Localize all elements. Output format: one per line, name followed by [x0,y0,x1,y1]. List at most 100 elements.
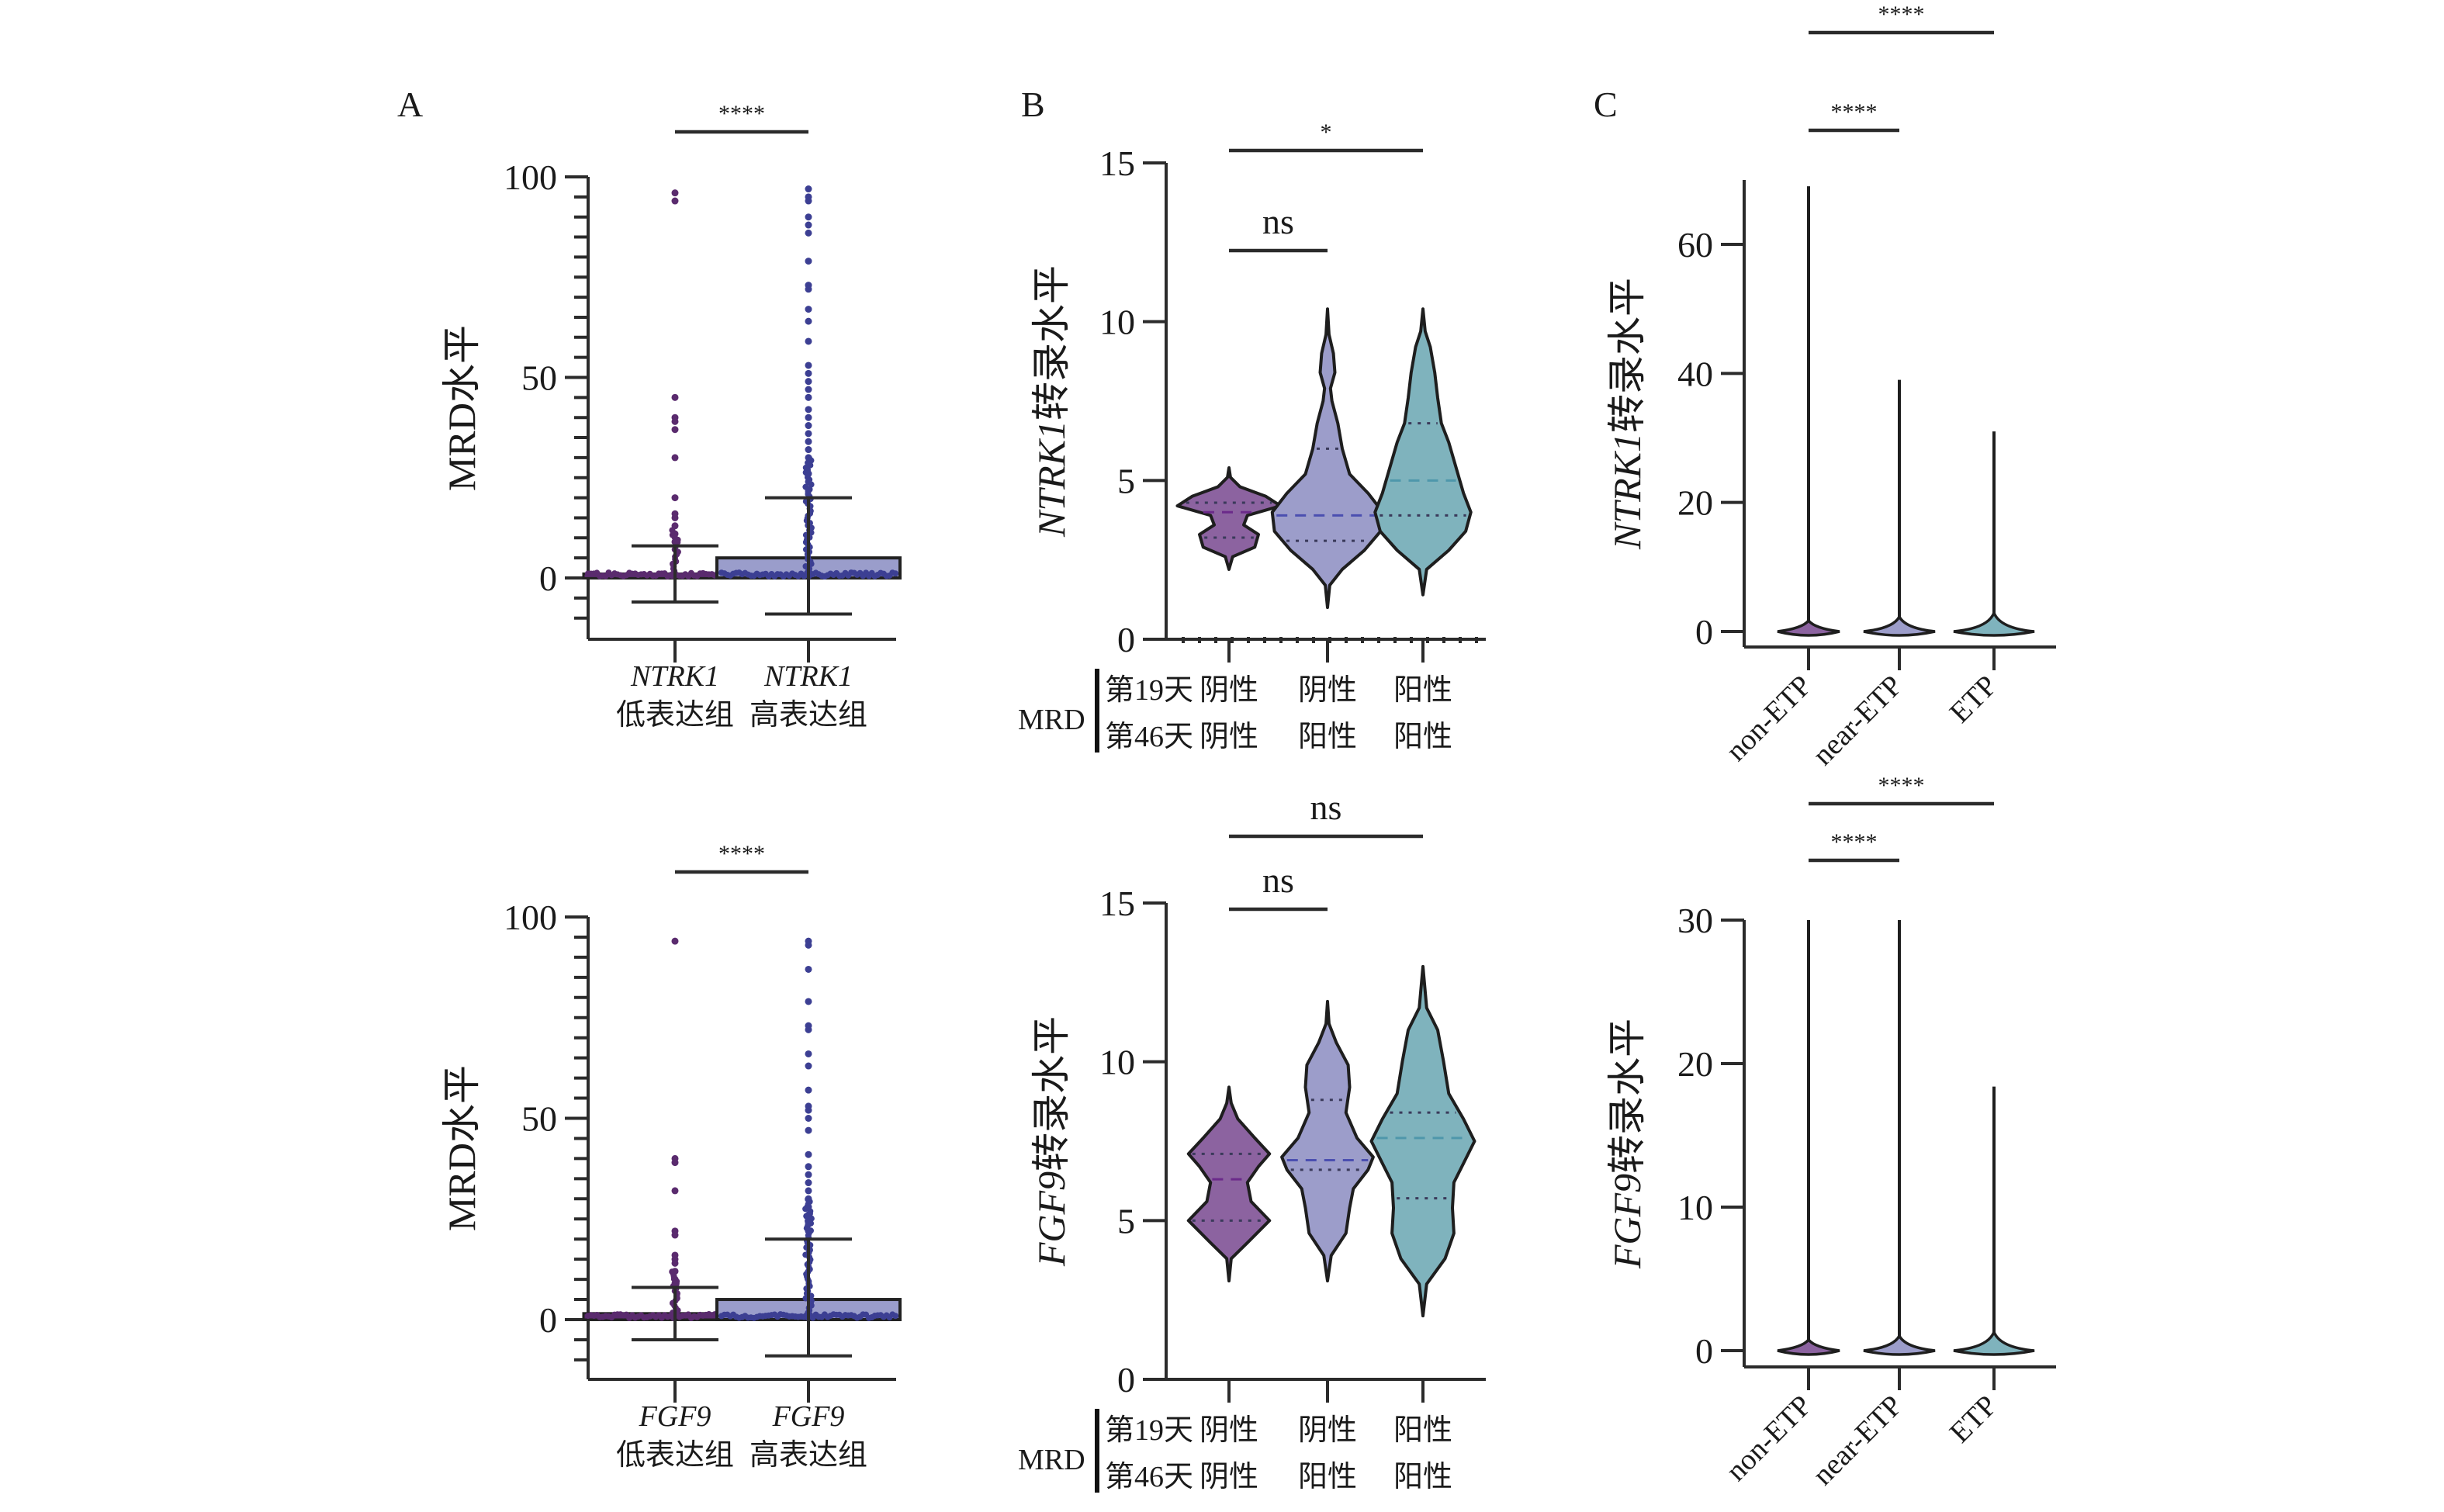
data-point [805,446,812,453]
data-point [672,494,679,501]
data-point [672,531,679,538]
data-point [805,394,812,401]
data-point [672,418,679,425]
y-tick-label: 15 [1099,884,1135,923]
y-tick-label: 0 [1695,612,1713,652]
chart-a-top: 0 50 100 MRD水平 NTRK1 低表达组 NTRK1 高表达组 **** [440,101,900,732]
violin [1282,1002,1373,1281]
y-axis-label: NTRK1转录水平 [1030,265,1073,538]
data-point [805,462,812,469]
data-point [805,285,812,292]
x-category-gene: FGF9 [772,1400,845,1433]
y-axis-label: NTRK1转录水平 [1605,278,1649,550]
panel-label-b: B [1021,85,1045,124]
y-tick-label: 60 [1677,225,1713,265]
violin [1375,309,1471,594]
data-point [672,1159,679,1166]
significance-label: **** [1831,99,1878,125]
data-point [672,522,679,529]
mrd-value: 阴性 [1199,1461,1258,1493]
data-point [805,1203,812,1210]
y-tick-label: 0 [539,559,557,598]
data-point [672,426,679,433]
y-tick-label: 0 [1117,1360,1135,1400]
data-point [805,1171,812,1178]
data-point [805,942,812,949]
data-point [892,1313,898,1319]
significance-label: ns [1262,202,1294,241]
y-axis-label-text: 转录水平 [1605,278,1649,433]
data-point [672,1260,679,1267]
mrd-value: 阴性 [1199,1414,1258,1447]
mrd-value: 阳性 [1393,1414,1452,1447]
data-point [805,1179,812,1186]
y-axis-label: FGF9转录水平 [1030,1016,1073,1267]
significance-label: ns [1310,787,1342,827]
x-category-label: ETP [1944,670,2003,729]
figure: A B C 050100MRD水平NTRK1低表达组NTRK1高表达组****0… [0,0,2444,1512]
data-point [805,1227,812,1234]
significance-label: * [1321,119,1332,145]
data-point [805,1026,812,1033]
data-point [672,1187,679,1194]
y-axis-label: MRD水平 [440,325,483,491]
mrd-value: 阳性 [1393,674,1452,707]
data-point [805,258,812,265]
data-point [672,938,679,945]
mrd-row-label: 第19天 [1105,1414,1193,1447]
y-tick-label: 20 [1677,1044,1713,1084]
data-point [805,406,812,413]
mrd-value: 阴性 [1298,674,1357,707]
y-axis-label-text: 转录水平 [1030,265,1073,420]
data-point [672,454,679,461]
y-tick-label: 100 [504,898,557,937]
chart-b-top: 051015NTRK1转录水平MRD第19天 阴性 阴性 阳性第46天 阴性 阳性 阳性ns… [1018,119,1486,753]
y-axis-label: MRD水平 [440,1065,483,1231]
mrd-value: 阳性 [1298,721,1357,753]
x-category-label: non-ETP [1720,670,1819,768]
mrd-title: MRD [1018,1444,1085,1476]
data-point [805,1127,812,1134]
data-point [672,189,679,196]
violin [1178,468,1281,569]
mrd-value: 阳性 [1393,721,1452,753]
data-point [805,1063,812,1070]
mrd-title: MRD [1018,704,1085,736]
data-point [805,362,812,368]
y-tick-label: 50 [521,1099,557,1139]
violin [1189,1087,1270,1281]
y-tick-label: 40 [1677,354,1713,393]
data-point [805,370,812,377]
y-tick-label: 0 [1117,620,1135,659]
mrd-value: 阴性 [1199,721,1258,753]
data-point [805,306,812,313]
data-point [672,1268,679,1275]
data-point [805,998,812,1005]
x-category-gene: FGF9 [639,1400,711,1433]
violin [1778,621,1840,635]
mrd-value: 阳性 [1298,1461,1357,1493]
data-point [805,414,812,421]
x-category-label: near-ETP [1806,1389,1909,1492]
x-category-label: ETP [1944,1389,2003,1449]
y-tick-label: 5 [1117,461,1135,500]
data-point [805,198,812,205]
data-point [805,1212,812,1219]
data-point [805,966,812,973]
data-point [805,1087,812,1094]
violin [1372,967,1475,1316]
y-tick-label: 10 [1677,1188,1713,1227]
significance-label: **** [718,101,765,126]
data-point [672,514,679,521]
data-point [805,430,812,437]
data-point [805,230,812,237]
x-category-gene: NTRK1 [763,660,853,693]
significance-label: **** [1878,773,1925,798]
y-axis-label-gene: FGF9 [1030,1171,1073,1267]
data-point [805,185,812,192]
violin [1954,613,2034,635]
x-category-label: near-ETP [1806,670,1909,772]
data-point [805,1115,812,1122]
panel-label-c: C [1594,85,1618,124]
y-axis-label-text: 转录水平 [1605,1019,1649,1174]
